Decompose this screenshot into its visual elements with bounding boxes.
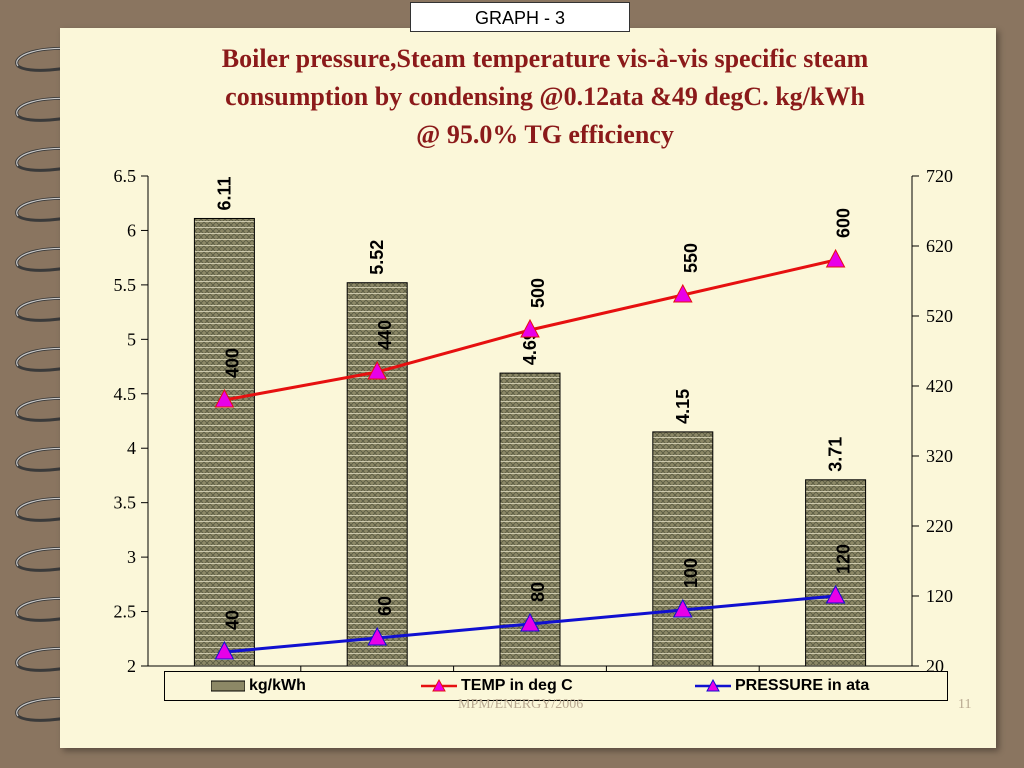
left-axis-tick-label: 6.5	[114, 166, 137, 186]
legend-swatch-pressure-icon	[695, 678, 731, 692]
pressure-point	[214, 640, 235, 660]
chart-title-line-2: consumption by condensing @0.12ata &49 d…	[225, 82, 865, 111]
right-axis-tick-label: 720	[926, 166, 953, 186]
right-axis-tick-label: 420	[926, 376, 953, 396]
pressure-point	[825, 584, 846, 604]
footer-text: MPM/ENERGY/2006	[458, 697, 584, 712]
page-number: 11	[958, 697, 972, 712]
temp-point	[672, 283, 693, 303]
bar-data-label: 4.69	[520, 330, 540, 365]
left-axis-tick-label: 2	[127, 656, 136, 676]
temp-point	[214, 388, 235, 408]
left-axis-tick-label: 6	[127, 220, 136, 240]
bar	[652, 431, 714, 667]
legend-item-temp: TEMP in deg C	[421, 672, 573, 700]
left-axis-tick-label: 2.5	[114, 602, 137, 622]
bar-data-label: 5.52	[367, 240, 387, 275]
chart-title-line-3: @ 95.0% TG efficiency	[416, 120, 674, 149]
bar	[193, 217, 255, 667]
bar-data-label: 6.11	[214, 176, 234, 210]
temp-data-label: 440	[375, 320, 395, 350]
right-axis-tick-label: 620	[926, 236, 953, 256]
chart-title-line-1: Boiler pressure,Steam temperature vis-à-…	[221, 44, 869, 73]
legend-swatch-temp-icon	[421, 678, 457, 692]
temp-point	[520, 318, 540, 338]
bar	[346, 282, 408, 667]
bar-data-label: 3.71	[826, 437, 846, 472]
graph-label: GRAPH - 3	[410, 2, 630, 32]
pressure-data-label: 100	[681, 558, 701, 588]
right-axis-tick-label: 520	[926, 306, 953, 326]
pressure-point	[672, 598, 693, 618]
left-axis-tick-label: 3	[127, 547, 136, 567]
left-axis-tick-label: 5.5	[114, 275, 137, 295]
left-axis-tick-label: 4	[127, 438, 136, 458]
temp-data-label: 400	[222, 348, 242, 378]
temp-point	[367, 360, 388, 380]
right-axis-tick-label: 120	[926, 586, 953, 606]
legend-swatch-bar-icon	[210, 680, 246, 692]
pressure-point	[367, 626, 388, 646]
left-axis-tick-label: 3.5	[114, 493, 137, 513]
legend-label-kgkwh: kg/kWh	[249, 677, 306, 694]
bar	[805, 479, 867, 667]
legend-item-pressure: PRESSURE in ata	[695, 672, 869, 700]
legend-item-kgkwh: kg/kWh	[210, 672, 306, 700]
pressure-data-label: 80	[528, 582, 548, 602]
left-axis-tick-label: 5	[127, 329, 136, 349]
chart-legend: kg/kWh TEMP in deg C PRESSURE in ata	[164, 671, 948, 701]
temp-data-label: 550	[681, 243, 701, 273]
pressure-data-label: 120	[834, 544, 854, 574]
temp-point	[825, 248, 846, 268]
legend-label-temp: TEMP in deg C	[461, 677, 573, 694]
pressure-point	[520, 612, 540, 632]
right-axis-tick-label: 320	[926, 446, 953, 466]
pressure-data-label: 60	[375, 596, 395, 616]
pressure-data-label: 40	[222, 610, 242, 630]
temp-data-label: 600	[834, 208, 854, 238]
bar-data-label: 4.15	[673, 389, 693, 424]
temp-data-label: 500	[528, 278, 548, 308]
right-axis-tick-label: 220	[926, 516, 953, 536]
left-axis-tick-label: 4.5	[114, 384, 137, 404]
legend-label-pressure: PRESSURE in ata	[735, 677, 870, 694]
chart-title: Boiler pressure,Steam temperature vis-à-…	[70, 40, 1020, 154]
